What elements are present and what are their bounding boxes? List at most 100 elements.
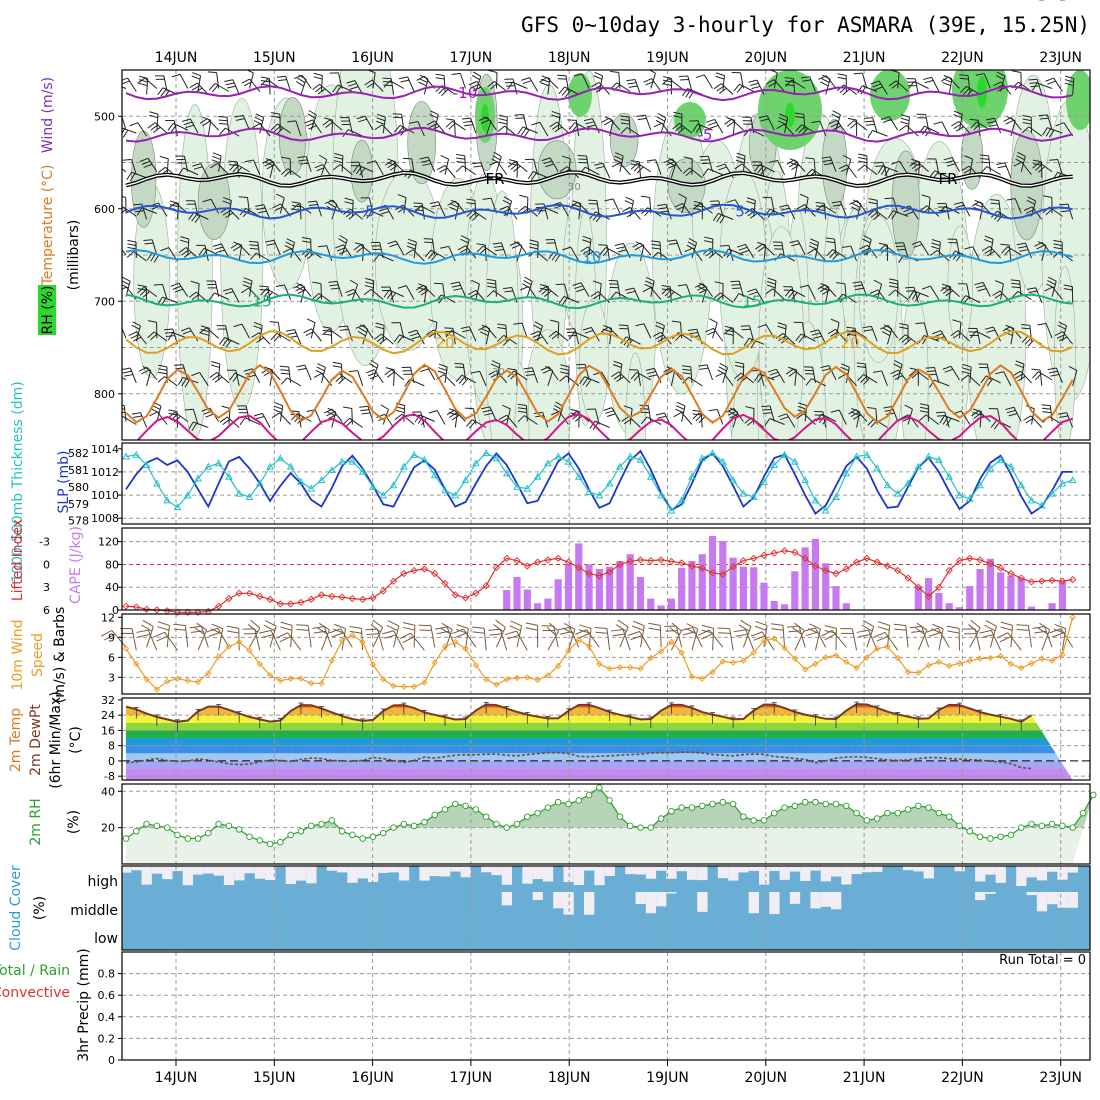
wind-barb-feather [1038, 166, 1046, 173]
wind-barb-feather [710, 203, 720, 206]
wind-barb-feather [493, 245, 503, 248]
wind-barb [761, 631, 775, 651]
wind10-marker [153, 686, 161, 693]
wind-barb-feather [651, 247, 661, 250]
axis-label: SLP (mb) [56, 450, 72, 513]
wind-barb-feather [799, 284, 809, 288]
wind10-marker [565, 647, 572, 654]
rh2m-marker [215, 820, 222, 828]
wind-barb-feather [1059, 336, 1068, 342]
wind-barb [182, 364, 189, 381]
wind-barb-feather [595, 631, 608, 634]
wind-barb-feather [129, 173, 136, 182]
wind-barb-feather [375, 322, 385, 326]
wind-barb-feather [301, 237, 311, 240]
slp-tick-label: 1014 [91, 443, 119, 456]
wind-barb-feather [307, 113, 316, 119]
wind-barb [204, 245, 209, 262]
wind10-marker [719, 658, 726, 665]
wind-barb-feather [645, 80, 654, 86]
wind-barb-feather [405, 249, 414, 255]
wind-barb-feather [896, 248, 906, 251]
wind-barb [307, 625, 312, 648]
wind-barb-feather [534, 336, 543, 341]
wind-barb-feather [463, 120, 472, 123]
wind-barb-feather [856, 365, 866, 368]
cloud-gap-high [265, 866, 276, 880]
wind-barb-feather [380, 211, 390, 215]
axis-label: Speed [30, 633, 46, 677]
wind-barb-feather [117, 128, 122, 135]
wind-barb [517, 241, 528, 256]
wind-barb-feather [673, 111, 683, 115]
wind-barb-feather [466, 202, 476, 205]
wind-barb [524, 415, 538, 425]
wind-barb-feather [743, 337, 750, 346]
wind-barb-feather [750, 340, 757, 349]
wind-barb-feather [539, 284, 549, 288]
wind-barb-feather [636, 114, 646, 117]
wind-barb-feather [299, 162, 309, 165]
cloud-gap-middle [810, 892, 821, 909]
wind-barb [732, 120, 736, 137]
wind-barb-feather [829, 251, 837, 259]
wind-barb [680, 322, 683, 339]
rh2m-marker [524, 813, 531, 820]
cloud-gap-middle [563, 892, 574, 915]
wind-barb-feather [827, 328, 836, 335]
thickness-marker [811, 496, 820, 504]
wind-barb-feather [963, 87, 970, 95]
wind-barb-feather [657, 113, 666, 119]
wind-barb [703, 74, 713, 89]
wind-barb [983, 73, 991, 89]
wind-barb-feather [372, 619, 383, 628]
cloud-gap-middle [656, 892, 667, 907]
wind-barb-feather [488, 370, 497, 376]
wind-barb-feather [701, 633, 713, 640]
wind-barb-feather [977, 288, 987, 292]
wind-barb-feather [238, 196, 248, 198]
wind-barb [362, 244, 365, 262]
wind-barb-feather [705, 327, 714, 333]
wind-barb-feather [497, 323, 506, 326]
wind-barb [522, 114, 528, 131]
wind-barb-feather [132, 321, 141, 327]
wind-barb [913, 287, 919, 303]
wind-barb [1041, 629, 1051, 651]
wind-barb-feather [668, 242, 678, 246]
wind-barb-feather [444, 330, 454, 333]
wind-barb-feather [715, 372, 724, 378]
y-tick-label: 6 [108, 651, 115, 664]
wind-barb-feather [1012, 370, 1021, 377]
wind-barb-feather [210, 364, 220, 368]
wind-barb-feather [395, 409, 405, 414]
wind-barb-feather [724, 329, 734, 333]
wind-barb-feather [277, 79, 287, 82]
cloud-gap-high [460, 866, 471, 878]
wind-barb-feather [632, 620, 645, 627]
wind-barb-feather [559, 631, 572, 635]
thickness-marker [873, 464, 882, 472]
lifted-index-marker [184, 608, 192, 616]
wind-barb-feather [455, 366, 464, 369]
wind-barb [861, 72, 868, 89]
wind-barb-feather [448, 122, 456, 130]
cape-bar [678, 567, 686, 610]
wind-barb [842, 293, 857, 304]
wind-barb-feather [437, 165, 446, 171]
wind-barb [1041, 245, 1047, 262]
rh2m-marker [266, 840, 274, 848]
wind-barb-feather [944, 368, 954, 373]
wind-barb-feather [315, 86, 323, 93]
cape-bar [698, 554, 706, 610]
lifted-index-marker [266, 595, 274, 604]
wind-barb-feather [992, 290, 1001, 296]
wind-barb-feather [158, 368, 168, 371]
wind-barb-feather [800, 76, 810, 79]
wind-barb [329, 119, 343, 131]
cape-bar [523, 589, 531, 610]
wind-barb-feather [953, 123, 962, 129]
wind-barb-feather [1000, 243, 1010, 246]
wind-barb [444, 629, 453, 651]
thickness-marker [379, 491, 388, 499]
